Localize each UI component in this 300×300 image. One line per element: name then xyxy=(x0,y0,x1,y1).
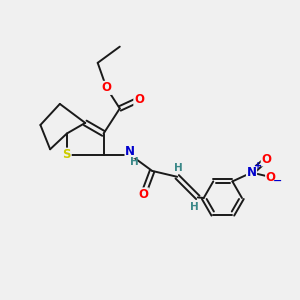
Text: H: H xyxy=(190,202,199,212)
Text: O: O xyxy=(261,153,271,166)
Text: +: + xyxy=(254,161,262,171)
Text: O: O xyxy=(266,170,276,184)
Text: O: O xyxy=(134,93,144,106)
Text: O: O xyxy=(101,81,112,94)
Text: S: S xyxy=(63,148,71,161)
Text: O: O xyxy=(138,188,148,201)
Text: N: N xyxy=(247,166,256,179)
Text: H: H xyxy=(174,163,183,173)
Text: N: N xyxy=(125,145,135,158)
Text: −: − xyxy=(272,176,282,185)
Text: H: H xyxy=(130,157,139,167)
